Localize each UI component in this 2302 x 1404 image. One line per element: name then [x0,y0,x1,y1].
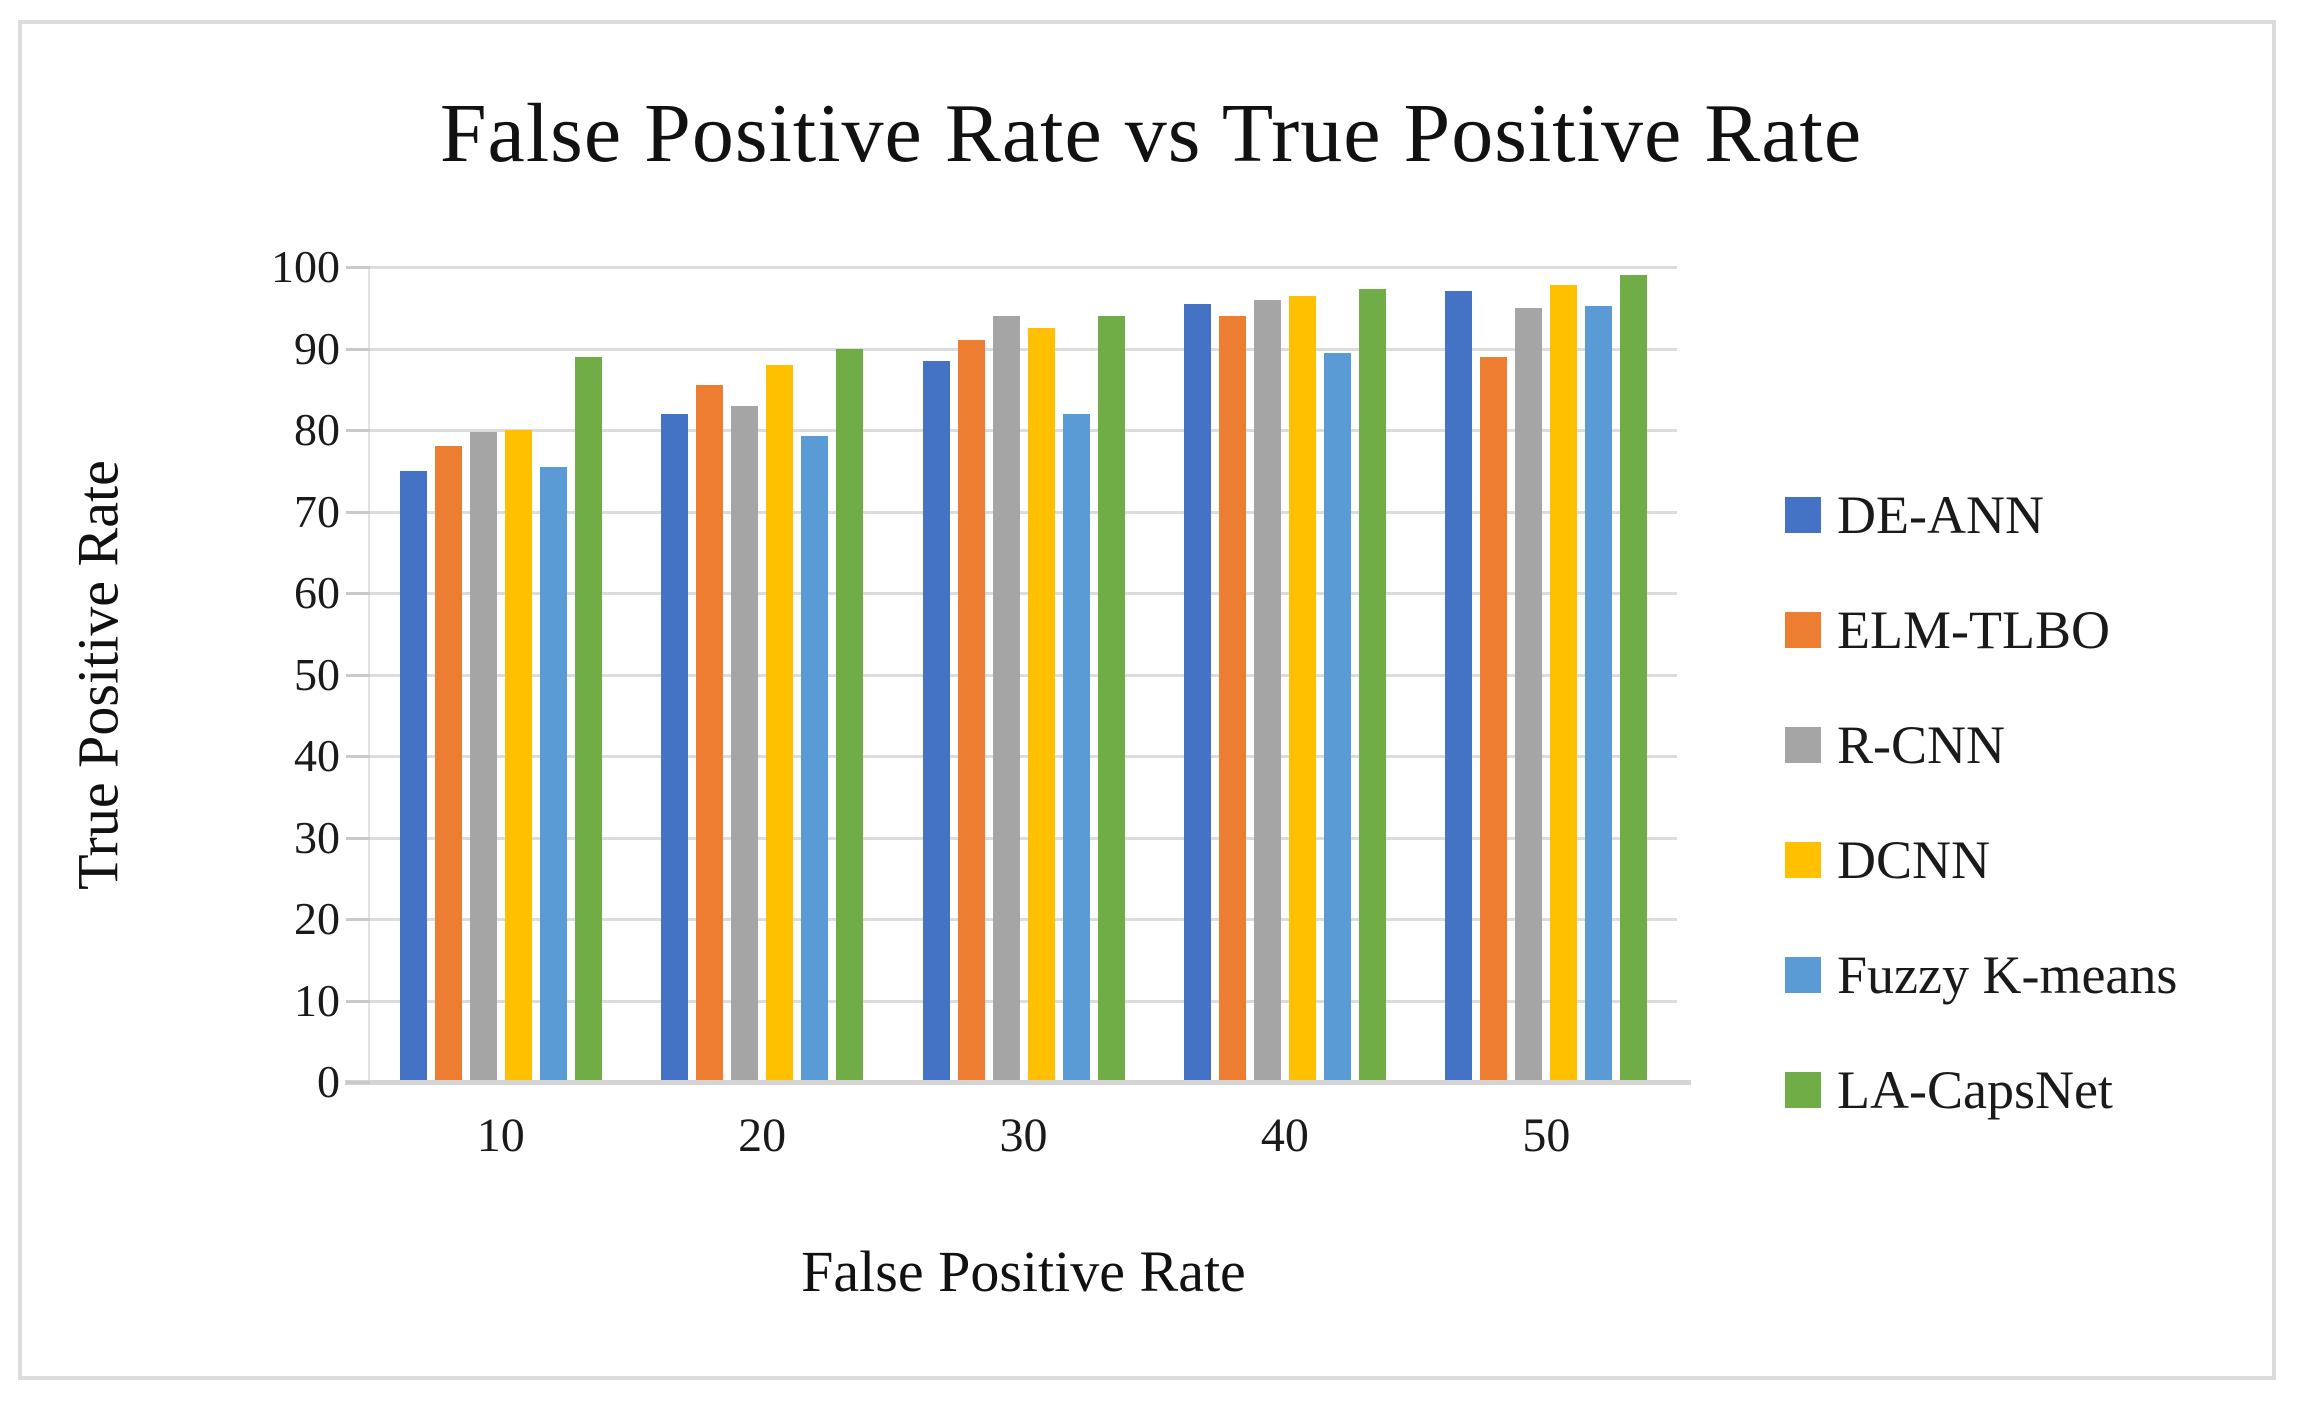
legend-swatch-icon [1785,497,1821,533]
y-tick-mark-10 [346,999,370,1003]
y-tick-mark-60 [346,592,370,595]
y-tick-mark-0 [346,1081,370,1084]
y-tick-label-50: 50 [294,648,340,700]
legend-item-elm-tlbo: ELM-TLBO [1785,603,2110,657]
bar-fuzzy-k-means-fpr-20 [801,435,829,1082]
legend-swatch-icon [1785,957,1821,993]
y-tick-mark-70 [346,510,370,514]
bar-dcnn-fpr-10 [504,430,532,1082]
bar-r-cnn-fpr-30 [992,315,1020,1082]
gridline-y-80 [370,429,1677,432]
plot-area [370,266,1677,1082]
legend-label: Fuzzy K-means [1837,945,2178,1005]
y-tick-mark-100 [346,266,370,269]
bar-elm-tlbo-fpr-50 [1480,356,1508,1082]
y-tick-label-90: 90 [294,322,340,374]
legend-label: DE-ANN [1837,485,2044,545]
y-tick-mark-30 [346,836,370,840]
bar-r-cnn-fpr-20 [731,405,759,1082]
x-axis-line [345,1080,1691,1085]
x-axis-labels: 10 20 30 40 50 [370,1108,1677,1163]
gridline-y-90 [370,347,1677,351]
bar-de-ann-fpr-40 [1183,303,1211,1082]
bar-dcnn-fpr-50 [1550,284,1578,1082]
bar-elm-tlbo-fpr-10 [434,446,462,1082]
y-tick-label-100: 100 [271,241,340,292]
y-tick-label-30: 30 [294,811,340,863]
y-tick-label-10: 10 [294,974,340,1026]
bar-la-capsnet-fpr-10 [574,356,602,1082]
x-tick-label-30: 30 [999,1109,1048,1162]
y-tick-label-40: 40 [294,730,340,781]
legend-swatch-icon [1785,727,1821,763]
y-tick-label-60: 60 [294,567,340,618]
y-tick-label-0: 0 [317,1056,340,1107]
y-axis-title-text: True Positive Rate [65,460,131,890]
x-tick-label-40: 40 [1260,1109,1309,1162]
gridline-y-60 [370,592,1677,595]
bar-group-30 [893,267,1154,1082]
bar-r-cnn-fpr-10 [469,431,497,1082]
bar-groups [370,267,1677,1082]
legend-item-de-ann: DE-ANN [1785,488,2044,542]
gridline-y-20 [370,918,1677,921]
y-tick-mark-50 [346,673,370,677]
bar-group-40 [1154,267,1415,1082]
legend-swatch-icon [1785,612,1821,648]
legend-swatch-icon [1785,1072,1821,1108]
legend-item-fuzzy-k-means: Fuzzy K-means [1785,948,2177,1002]
legend-item-r-cnn: R-CNN [1785,718,2005,772]
bar-dcnn-fpr-40 [1288,295,1316,1082]
chart-title: False Positive Rate vs True Positive Rat… [439,87,1863,180]
bar-fuzzy-k-means-fpr-40 [1323,352,1351,1082]
bar-la-capsnet-fpr-40 [1358,289,1386,1082]
bar-group-50 [1416,267,1677,1082]
legend-item-dcnn: DCNN [1785,833,1990,887]
gridline-y-40 [370,755,1677,758]
legend-label: LA-CapsNet [1837,1060,2113,1120]
bar-de-ann-fpr-50 [1445,291,1473,1082]
bar-la-capsnet-fpr-20 [836,348,864,1082]
legend-label: R-CNN [1837,715,2006,775]
bar-fuzzy-k-means-fpr-50 [1585,306,1613,1082]
legend-label: DCNN [1837,830,1991,890]
gridline-y-70 [370,510,1677,514]
gridline-y-100 [370,266,1677,269]
y-tick-mark-40 [346,755,370,758]
legend-swatch-icon [1785,842,1821,878]
bar-elm-tlbo-fpr-30 [957,340,985,1082]
bar-group-10 [370,267,631,1082]
bar-group-20 [631,267,892,1082]
bar-r-cnn-fpr-40 [1253,299,1281,1082]
bar-de-ann-fpr-30 [922,360,950,1082]
chart-frame-border [18,20,2276,1380]
y-tick-mark-90 [346,347,370,351]
bar-la-capsnet-fpr-30 [1097,315,1125,1082]
legend-item-la-capsnet: LA-CapsNet [1785,1063,2113,1117]
gridline-y-10 [370,999,1677,1003]
bar-de-ann-fpr-10 [399,470,427,1082]
y-tick-label-20: 20 [294,893,340,944]
bar-de-ann-fpr-20 [661,413,689,1082]
bar-dcnn-fpr-30 [1027,328,1055,1082]
legend-label: ELM-TLBO [1837,600,2110,660]
x-tick-label-50: 50 [1522,1109,1571,1162]
bar-elm-tlbo-fpr-40 [1218,315,1246,1082]
bar-fuzzy-k-means-fpr-10 [539,466,567,1082]
x-tick-label-10: 10 [476,1109,525,1162]
gridline-y-30 [370,836,1677,840]
bar-fuzzy-k-means-fpr-30 [1062,413,1090,1082]
bar-dcnn-fpr-20 [766,364,794,1082]
gridline-y-50 [370,673,1677,677]
bar-la-capsnet-fpr-50 [1620,275,1648,1082]
y-tick-label-70: 70 [294,485,340,537]
x-tick-label-20: 20 [738,1109,787,1162]
bar-r-cnn-fpr-50 [1515,307,1543,1082]
y-tick-mark-20 [346,918,370,921]
x-axis-title: False Positive Rate [801,1239,1246,1304]
y-tick-mark-80 [346,429,370,432]
bar-elm-tlbo-fpr-20 [696,385,724,1082]
y-tick-label-80: 80 [294,404,340,455]
